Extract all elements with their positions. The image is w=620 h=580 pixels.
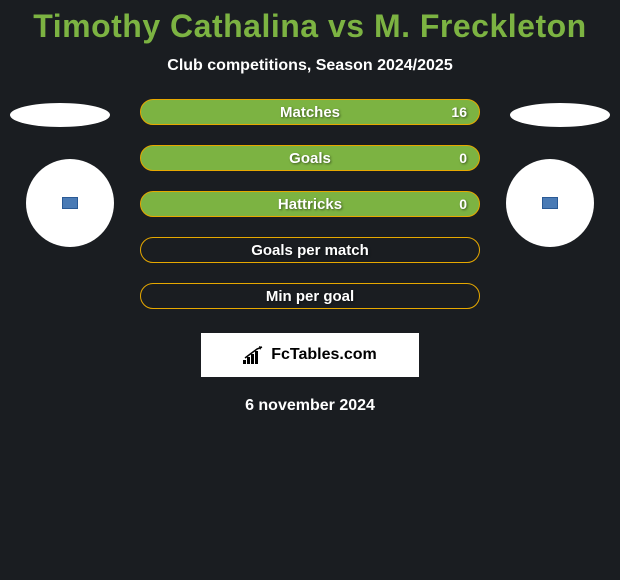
player2-avatar bbox=[506, 159, 594, 247]
stat-value: 0 bbox=[459, 196, 467, 212]
stat-label: Hattricks bbox=[278, 196, 342, 213]
player1-avatar bbox=[26, 159, 114, 247]
player1-flag-icon bbox=[62, 197, 78, 209]
player2-ellipse bbox=[510, 103, 610, 127]
stat-label: Min per goal bbox=[266, 288, 354, 305]
comparison-widget: Timothy Cathalina vs M. Freckleton Club … bbox=[0, 0, 620, 423]
player1-ellipse bbox=[10, 103, 110, 127]
page-title: Timothy Cathalina vs M. Freckleton bbox=[33, 8, 586, 45]
player2-flag-icon bbox=[542, 197, 558, 209]
main-content: Matches 16 Goals 0 Hattricks 0 Goals per… bbox=[0, 99, 620, 309]
stat-bar-hattricks: Hattricks 0 bbox=[140, 191, 480, 217]
stat-bar-mpg: Min per goal bbox=[140, 283, 480, 309]
logo-text: FcTables.com bbox=[271, 346, 377, 364]
stat-label: Goals per match bbox=[251, 242, 369, 259]
logo-box[interactable]: FcTables.com bbox=[201, 333, 419, 377]
stat-value: 0 bbox=[459, 150, 467, 166]
stat-value: 16 bbox=[451, 104, 467, 120]
stat-label: Matches bbox=[280, 104, 340, 121]
stat-label: Goals bbox=[289, 150, 331, 167]
stat-bar-gpm: Goals per match bbox=[140, 237, 480, 263]
page-subtitle: Club competitions, Season 2024/2025 bbox=[167, 57, 452, 75]
fctables-logo-icon bbox=[243, 346, 265, 364]
stats-bars: Matches 16 Goals 0 Hattricks 0 Goals per… bbox=[140, 99, 480, 309]
date-label: 6 november 2024 bbox=[245, 397, 375, 415]
stat-bar-goals: Goals 0 bbox=[140, 145, 480, 171]
stat-bar-matches: Matches 16 bbox=[140, 99, 480, 125]
